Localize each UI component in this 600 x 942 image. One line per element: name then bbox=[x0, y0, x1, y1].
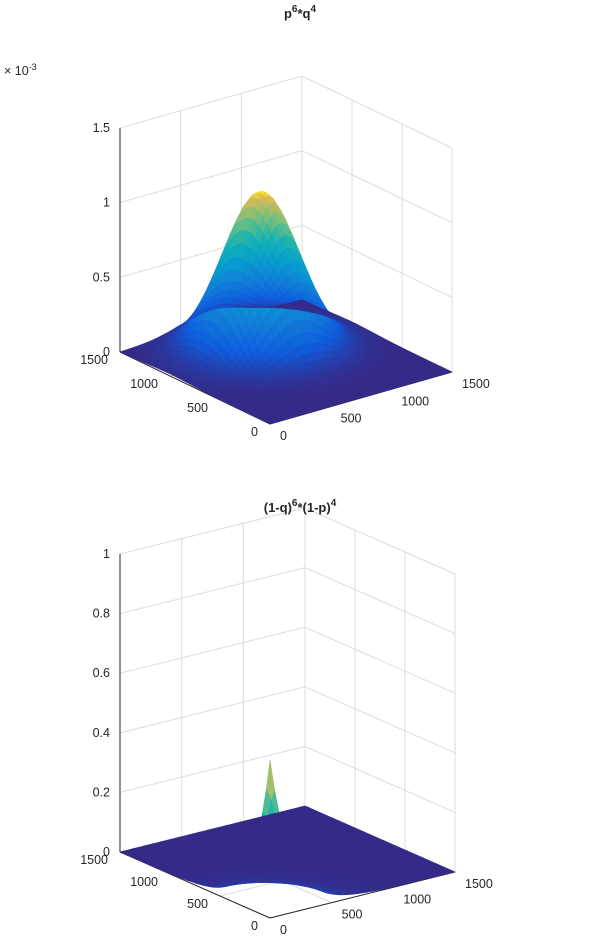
title-superscript: 4 bbox=[331, 498, 337, 509]
y-tick-label: 0 bbox=[251, 919, 258, 933]
title-superscript: 6 bbox=[292, 4, 298, 15]
y-tick-label: 0 bbox=[251, 425, 258, 439]
chart-title: p6*q4 bbox=[284, 4, 317, 21]
wall-grid-line bbox=[119, 626, 306, 674]
wall-grid-line bbox=[119, 745, 306, 793]
x-tick-label: 1000 bbox=[401, 394, 429, 408]
z-tick-label: 0 bbox=[103, 845, 110, 859]
surface-mesh bbox=[119, 190, 453, 425]
title-text: *(1-p) bbox=[297, 500, 330, 515]
title-text: p bbox=[284, 6, 292, 21]
surface-plot-2: 05001000150005001000150000.20.40.60.81(1… bbox=[80, 498, 493, 937]
y-tick-label: 1000 bbox=[130, 875, 158, 889]
y-tick-label: 500 bbox=[187, 401, 208, 415]
wall-grid-line bbox=[304, 567, 456, 635]
title-superscript: 6 bbox=[292, 498, 298, 509]
wall-grid-line bbox=[119, 567, 306, 615]
y-tick-label: 1500 bbox=[80, 353, 108, 367]
wall-grid-line bbox=[304, 507, 456, 575]
x-tick-label: 0 bbox=[280, 923, 287, 937]
z-tick-label: 1.5 bbox=[93, 121, 110, 135]
wall-grid-line bbox=[304, 745, 456, 813]
z-tick-label: 0.8 bbox=[93, 607, 110, 621]
x-tick-label: 1500 bbox=[462, 377, 490, 391]
wall-grid-line bbox=[119, 686, 306, 734]
y-tick-label: 1000 bbox=[130, 377, 158, 391]
wall-grid-line bbox=[304, 686, 456, 754]
y-tick-label: 500 bbox=[187, 897, 208, 911]
z-tick-label: 0 bbox=[103, 345, 110, 359]
z-tick-label: 0.4 bbox=[93, 726, 110, 740]
x-tick-label: 1000 bbox=[403, 892, 431, 906]
wall-grid-line bbox=[119, 150, 303, 204]
x-tick-label: 500 bbox=[342, 908, 363, 922]
wall-grid-line bbox=[301, 150, 453, 224]
title-text: (1-q) bbox=[264, 500, 292, 515]
title-superscript: 4 bbox=[310, 4, 316, 15]
wall-grid-line bbox=[119, 75, 303, 129]
surface-patch bbox=[119, 350, 130, 354]
surface-patch bbox=[119, 850, 130, 854]
x-tick-label: 0 bbox=[280, 429, 287, 443]
x-tick-label: 500 bbox=[341, 412, 362, 426]
z-tick-label: 1 bbox=[103, 547, 110, 561]
z-exponent-label: × 10-3 bbox=[4, 62, 37, 78]
z-exponent-power: -3 bbox=[29, 62, 37, 72]
surface-mesh bbox=[119, 760, 456, 896]
wall-grid-line bbox=[304, 626, 456, 694]
wall-grid-line bbox=[301, 224, 453, 298]
y-tick-label: 1500 bbox=[80, 853, 108, 867]
wall-grid-line bbox=[301, 75, 453, 149]
chart-title: (1-q)6*(1-p)4 bbox=[264, 498, 337, 515]
wall-grid-line bbox=[119, 507, 306, 555]
title-text: *q bbox=[297, 6, 310, 21]
z-tick-label: 0.2 bbox=[93, 785, 110, 799]
z-tick-label: 1 bbox=[103, 196, 110, 210]
x-tick-label: 1500 bbox=[465, 877, 493, 891]
z-tick-label: 0.5 bbox=[93, 270, 110, 284]
z-tick-label: 0.6 bbox=[93, 666, 110, 680]
